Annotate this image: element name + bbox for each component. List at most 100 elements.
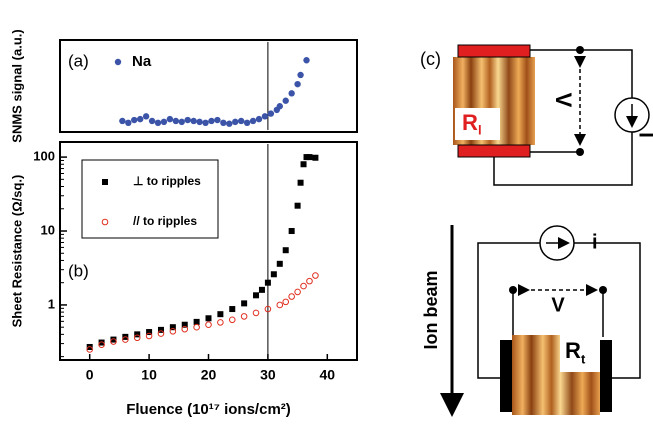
marker bbox=[295, 203, 301, 209]
marker bbox=[253, 310, 259, 316]
marker bbox=[262, 113, 268, 119]
contact bbox=[458, 45, 530, 57]
plot-frame bbox=[60, 40, 357, 132]
marker bbox=[295, 289, 301, 295]
x-tick-label: 20 bbox=[201, 367, 217, 383]
marker bbox=[297, 72, 303, 78]
marker bbox=[206, 322, 212, 328]
terminal bbox=[509, 286, 517, 294]
marker bbox=[131, 117, 137, 123]
marker bbox=[268, 110, 274, 116]
marker bbox=[256, 116, 262, 122]
marker bbox=[283, 98, 289, 104]
marker bbox=[173, 118, 179, 124]
panel-label: (a) bbox=[68, 51, 89, 70]
marker bbox=[265, 280, 271, 286]
marker bbox=[298, 180, 304, 186]
legend-label: // to ripples bbox=[133, 214, 197, 228]
charts: (a) SNMS signal (a.u.) Na 0 10 20 30 40 1 10 100 (b… bbox=[9, 29, 357, 418]
current-label: I bbox=[635, 132, 653, 138]
marker bbox=[244, 120, 250, 126]
marker bbox=[277, 103, 283, 109]
marker bbox=[283, 299, 289, 305]
figure: (a) SNMS signal (a.u.) Na 0 10 20 30 40 1 10 100 (b… bbox=[0, 0, 653, 427]
marker bbox=[194, 324, 200, 330]
marker bbox=[277, 302, 283, 308]
marker bbox=[306, 154, 312, 160]
legend-label: ⊥ to ripples bbox=[133, 174, 201, 188]
x-axis-title: Fluence (10¹⁷ ions/cm²) bbox=[126, 401, 291, 418]
marker bbox=[179, 119, 185, 125]
marker bbox=[185, 117, 191, 123]
marker bbox=[217, 311, 223, 317]
marker bbox=[241, 300, 247, 306]
resistor-label: R bbox=[462, 110, 478, 135]
marker bbox=[220, 120, 226, 126]
marker bbox=[155, 120, 161, 126]
marker bbox=[196, 119, 202, 125]
marker bbox=[238, 118, 244, 124]
y-axis-title: SNMS signal (a.u.) bbox=[9, 29, 24, 142]
marker bbox=[288, 90, 294, 96]
legend-swatch bbox=[115, 59, 121, 65]
marker bbox=[301, 283, 307, 289]
marker bbox=[206, 315, 212, 321]
contact bbox=[500, 340, 512, 412]
marker bbox=[253, 292, 259, 298]
marker bbox=[229, 317, 235, 323]
beam-label: Ion beam bbox=[421, 270, 441, 349]
marker bbox=[161, 119, 167, 125]
terminal bbox=[576, 148, 584, 156]
resistor-label: R bbox=[565, 338, 581, 363]
resistor-subscript: l bbox=[478, 122, 482, 137]
marker bbox=[271, 271, 277, 277]
marker bbox=[313, 273, 319, 279]
marker bbox=[143, 113, 149, 119]
legend-label: Na bbox=[132, 53, 152, 70]
terminal bbox=[599, 286, 607, 294]
marker bbox=[119, 118, 125, 124]
marker bbox=[289, 294, 295, 300]
marker bbox=[294, 81, 300, 87]
y-tick-label: 1 bbox=[48, 296, 55, 311]
marker bbox=[303, 57, 309, 63]
resistor-subscript: t bbox=[581, 351, 586, 366]
legend-swatch bbox=[102, 179, 108, 185]
marker bbox=[218, 320, 224, 326]
x-tick-label: 10 bbox=[141, 367, 157, 383]
marker bbox=[226, 121, 232, 127]
marker bbox=[241, 314, 247, 320]
marker bbox=[277, 261, 283, 267]
y-axis-title: Sheet Resistance (Ω/sq.) bbox=[9, 175, 24, 328]
marker bbox=[202, 120, 208, 126]
marker bbox=[229, 306, 235, 312]
marker bbox=[259, 287, 265, 293]
voltage-label: V bbox=[551, 294, 565, 316]
marker bbox=[190, 118, 196, 124]
contact bbox=[600, 340, 612, 412]
panel-label: (b) bbox=[68, 261, 89, 280]
marker bbox=[208, 118, 214, 124]
x-tick-label: 30 bbox=[260, 367, 276, 383]
marker bbox=[137, 116, 143, 122]
marker bbox=[214, 117, 220, 123]
marker bbox=[232, 119, 238, 125]
marker bbox=[167, 116, 173, 122]
marker bbox=[301, 161, 307, 167]
current-label: i bbox=[592, 231, 598, 253]
marker bbox=[307, 278, 313, 284]
diagram: (c) R l V I Ion beam i V R t bbox=[420, 45, 653, 415]
terminal bbox=[576, 46, 584, 54]
x-tick-label: 0 bbox=[86, 367, 94, 383]
marker bbox=[125, 120, 131, 126]
marker bbox=[312, 155, 318, 161]
marker bbox=[250, 118, 256, 124]
y-tick-label: 100 bbox=[33, 149, 55, 164]
contact bbox=[458, 145, 530, 157]
marker bbox=[289, 228, 295, 234]
marker bbox=[149, 118, 155, 124]
x-tick-label: 40 bbox=[320, 367, 336, 383]
voltage-label: V bbox=[551, 93, 576, 108]
y-tick-label: 10 bbox=[41, 222, 55, 237]
panel-label: (c) bbox=[420, 49, 441, 69]
